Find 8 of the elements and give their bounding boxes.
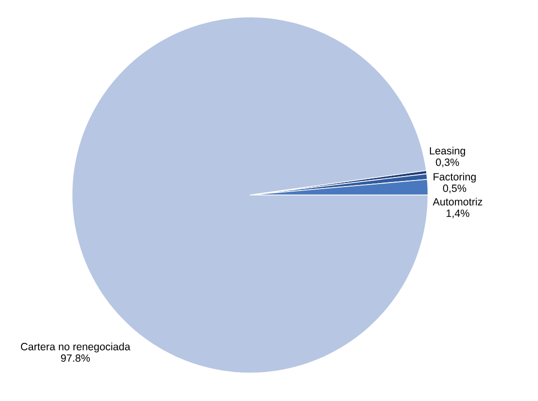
data-label: 97.8% [61, 354, 90, 362]
slice-label: Automotriz [432, 198, 482, 206]
slice-label: Leasing [430, 146, 466, 157]
data-label: 1,4% [446, 210, 470, 218]
data-label: 0,5% [443, 184, 466, 194]
slice-label: Factoring [434, 172, 476, 183]
slice-label: Cartera no renegociada [20, 342, 130, 352]
data-label: 0,3% [436, 158, 459, 168]
